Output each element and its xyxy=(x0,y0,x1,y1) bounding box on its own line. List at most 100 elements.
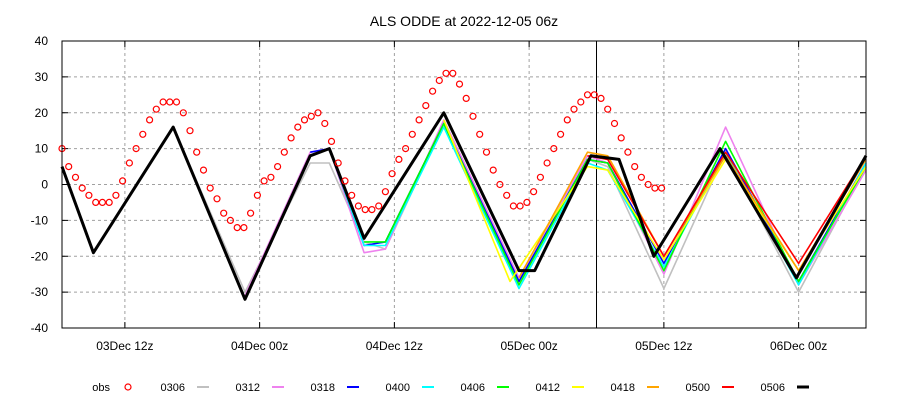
obs-point xyxy=(381,188,389,196)
obs-point xyxy=(536,173,545,181)
obs-point xyxy=(543,159,551,167)
obs-point xyxy=(112,191,120,199)
obs-point xyxy=(98,198,107,206)
obs-point xyxy=(327,137,336,145)
series-line-0406 xyxy=(364,122,867,286)
obs-point xyxy=(287,134,295,142)
obs-point xyxy=(610,119,619,128)
obs-point xyxy=(125,159,133,167)
obs-point xyxy=(604,105,612,113)
obs-point xyxy=(132,145,140,153)
obs-point xyxy=(429,87,437,95)
y-tick-label: 0 xyxy=(41,178,48,192)
obs-point xyxy=(590,91,598,99)
y-tick-label: -30 xyxy=(31,285,49,299)
obs-point xyxy=(334,159,342,167)
obs-point xyxy=(348,191,356,199)
obs-point xyxy=(226,216,234,224)
obs-point xyxy=(233,224,241,232)
obs-point xyxy=(476,130,484,138)
legend-label-0318: 0318 xyxy=(311,382,335,394)
obs-point xyxy=(85,191,93,199)
y-tick-label: 10 xyxy=(35,142,49,156)
x-tick-label: 05Dec 00z xyxy=(500,339,557,353)
obs-point xyxy=(179,109,187,117)
y-tick-label: 20 xyxy=(35,106,49,120)
obs-point xyxy=(442,69,450,77)
obs-point xyxy=(240,224,248,232)
legend-label-0400: 0400 xyxy=(386,382,410,394)
obs-point xyxy=(139,130,147,138)
legend-label-0406: 0406 xyxy=(461,382,485,394)
obs-point xyxy=(280,148,288,156)
obs-point xyxy=(193,148,201,156)
obs-point xyxy=(260,177,268,185)
legend-label-0412: 0412 xyxy=(536,382,560,394)
obs-point xyxy=(657,184,666,192)
obs-point xyxy=(637,173,646,181)
obs-point xyxy=(172,98,181,106)
obs-point xyxy=(274,163,282,171)
obs-point xyxy=(583,91,592,99)
obs-point xyxy=(321,119,329,128)
obs-point xyxy=(206,184,214,192)
x-tick-label: 06Dec 00z xyxy=(770,339,827,353)
obs-point xyxy=(71,173,80,181)
x-tick-label: 03Dec 12z xyxy=(96,339,153,353)
obs-point xyxy=(617,134,625,142)
obs-point xyxy=(341,177,349,185)
obs-point xyxy=(78,184,86,192)
obs-point xyxy=(449,69,457,77)
obs-point xyxy=(354,202,362,210)
obs-point xyxy=(118,177,127,185)
obs-point xyxy=(220,209,228,217)
obs-point xyxy=(529,188,538,196)
series-line-0318 xyxy=(310,122,867,283)
obs-point xyxy=(509,202,518,210)
legend-label-0506: 0506 xyxy=(761,382,785,394)
plot-area xyxy=(58,41,868,328)
obs-point xyxy=(199,166,208,174)
y-tick-label: 30 xyxy=(35,70,49,84)
obs-point xyxy=(550,145,558,153)
obs-point xyxy=(146,116,154,124)
obs-point xyxy=(92,198,100,206)
obs-point xyxy=(388,170,396,178)
obs-point xyxy=(469,112,477,120)
obs-point xyxy=(159,98,167,106)
obs-point xyxy=(462,94,470,103)
legend-label-0500: 0500 xyxy=(686,382,710,394)
obs-point xyxy=(489,166,497,174)
obs-point xyxy=(556,130,565,138)
obs-point xyxy=(597,94,605,103)
obs-point xyxy=(307,112,315,120)
x-tick-label: 04Dec 12z xyxy=(366,339,423,353)
obs-point xyxy=(361,206,369,214)
obs-point xyxy=(368,206,376,214)
obs-point xyxy=(253,191,261,199)
obs-point xyxy=(213,195,221,203)
series-line-0506 xyxy=(60,111,868,301)
obs-point xyxy=(186,127,194,135)
obs-point xyxy=(105,198,113,206)
legend-label-0306: 0306 xyxy=(161,382,185,394)
obs-point xyxy=(644,180,652,189)
legend-label-0312: 0312 xyxy=(236,382,260,394)
obs-point xyxy=(415,116,423,124)
plot-frame xyxy=(61,40,867,329)
y-tick-label: -20 xyxy=(31,249,49,263)
obs-point xyxy=(314,109,322,117)
legend: obs 0306 0312 0318 0400 0406 0412 0418 0500 0506 xyxy=(92,382,809,394)
obs-point xyxy=(408,130,416,138)
obs-point xyxy=(523,198,531,206)
obs-point xyxy=(435,76,443,85)
obs-point xyxy=(267,173,275,181)
obs-point xyxy=(402,145,410,153)
legend-label-0418: 0418 xyxy=(611,382,635,394)
obs-point xyxy=(455,80,464,88)
obs-point xyxy=(166,98,174,106)
legend-marker-obs xyxy=(124,383,132,391)
obs-point xyxy=(294,123,302,131)
obs-point xyxy=(570,105,578,113)
